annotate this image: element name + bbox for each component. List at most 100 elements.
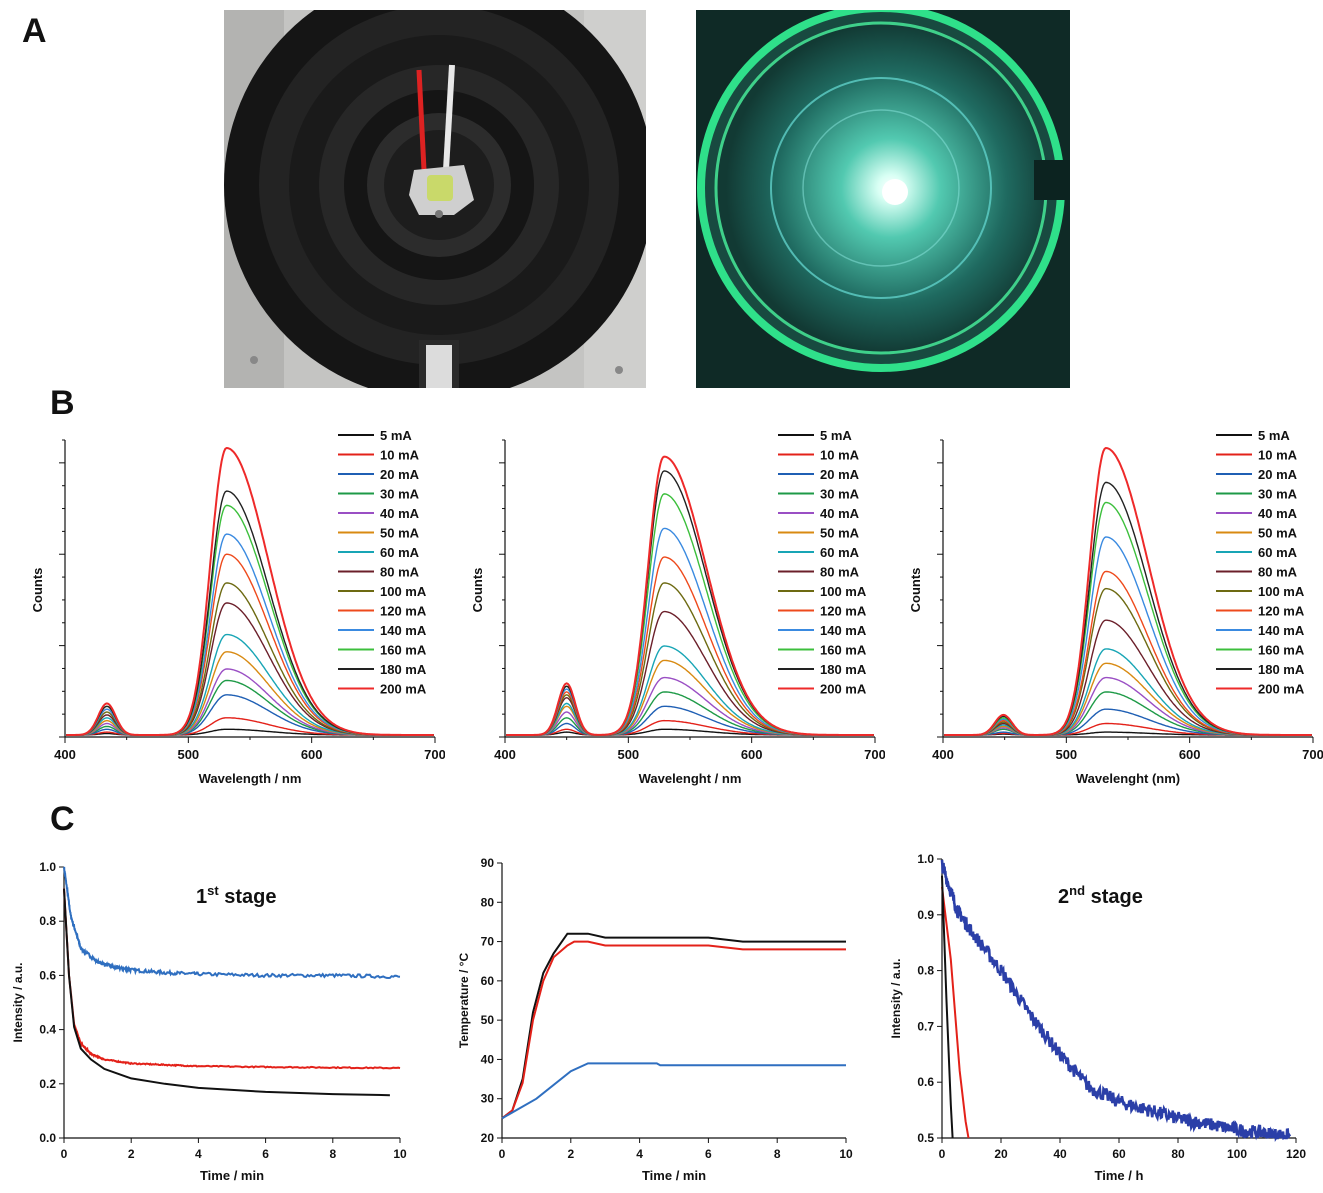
x-tick-label: 60 xyxy=(1112,1147,1126,1161)
x-tick-label: 6 xyxy=(262,1147,269,1161)
x-tick-label: 80 xyxy=(1171,1147,1185,1161)
series-line-1 xyxy=(501,932,846,1120)
x-tick-label: 500 xyxy=(617,747,639,762)
y-tick-label: 0.6 xyxy=(39,968,56,982)
x-tick-label: 10 xyxy=(393,1147,407,1161)
legend-label: 20 mA xyxy=(1258,467,1298,482)
led-in-reactor-photo xyxy=(224,10,646,388)
y-axis-label: Counts xyxy=(908,568,923,613)
y-axis-label: Temperature / °C xyxy=(457,953,471,1049)
x-tick-label: 40 xyxy=(1053,1147,1067,1161)
x-tick-label: 400 xyxy=(54,747,76,762)
legend-label: 80 mA xyxy=(820,565,860,580)
x-tick-label: 600 xyxy=(741,747,763,762)
x-tick-label: 700 xyxy=(424,747,445,762)
x-tick-label: 120 xyxy=(1286,1147,1306,1161)
legend-label: 20 mA xyxy=(820,467,860,482)
intensity-first-stage-chart: 0.0 0.2 0.4 0.6 0.8 1.0 0 2 4 6 8 10 Time / min Inten… xyxy=(11,860,407,1183)
legend-label: 30 mA xyxy=(380,487,420,502)
series-line-2 xyxy=(501,940,846,1120)
spectrum-line-200-mA xyxy=(66,446,434,736)
legend-label: 180 mA xyxy=(1258,662,1305,677)
annotation-number: 1 xyxy=(196,886,207,908)
y-tick-label: 90 xyxy=(481,856,495,870)
annotation-text: stage xyxy=(1085,886,1143,908)
y-tick-label: 0.5 xyxy=(917,1131,934,1145)
x-tick-label: 0 xyxy=(61,1147,68,1161)
legend-label: 80 mA xyxy=(380,565,420,580)
x-tick-label: 10 xyxy=(839,1147,853,1161)
y-tick-label: 1.0 xyxy=(917,852,934,866)
y-tick-label: 30 xyxy=(481,1092,495,1106)
x-axis-label: Wavelenght (nm) xyxy=(1076,771,1180,786)
x-tick-label: 0 xyxy=(499,1147,506,1161)
spectrum-line-200-mA xyxy=(944,446,1312,736)
legend-label: 5 mA xyxy=(820,428,852,443)
legend-label: 30 mA xyxy=(820,487,860,502)
legend-label: 30 mA xyxy=(1258,487,1298,502)
y-tick-label: 40 xyxy=(481,1052,495,1066)
y-tick-label: 70 xyxy=(481,935,495,949)
legend-label: 140 mA xyxy=(1258,623,1305,638)
spectrum-line-40-mA xyxy=(66,668,434,736)
legend-label: 160 mA xyxy=(820,643,867,658)
panel-label-a: A xyxy=(22,12,47,50)
spectrum-line-140-mA xyxy=(66,533,434,736)
x-axis-label: Wavelenght / nm xyxy=(639,771,742,786)
annotation-text: stage xyxy=(219,886,277,908)
series-line-2 xyxy=(63,888,401,1070)
y-tick-label: 60 xyxy=(481,974,495,988)
legend-label: 200 mA xyxy=(1258,682,1305,697)
legend-label: 20 mA xyxy=(380,467,420,482)
legend-label: 160 mA xyxy=(380,643,427,658)
spectrum-line-40-mA xyxy=(506,676,874,736)
y-tick-label: 50 xyxy=(481,1013,495,1027)
legend-label: 180 mA xyxy=(380,662,427,677)
y-tick-label: 80 xyxy=(481,895,495,909)
x-tick-label: 100 xyxy=(1227,1147,1247,1161)
series-line-3 xyxy=(941,875,954,1139)
x-tick-label: 6 xyxy=(705,1147,712,1161)
legend-label: 140 mA xyxy=(820,623,867,638)
legend-label: 50 mA xyxy=(1258,526,1298,541)
panel-label-c: C xyxy=(50,800,75,838)
legend-label: 120 mA xyxy=(820,604,867,619)
x-tick-label: 500 xyxy=(1055,747,1077,762)
legend-label: 10 mA xyxy=(1258,448,1298,463)
y-axis-label: Intensity / a.u. xyxy=(11,962,25,1042)
legend-label: 140 mA xyxy=(380,623,427,638)
legend-label: 60 mA xyxy=(1258,545,1298,560)
series-line-3 xyxy=(501,1062,846,1120)
legend-label: 50 mA xyxy=(380,526,420,541)
series-line-2 xyxy=(941,886,970,1139)
intensity-second-stage-chart: 0.5 0.6 0.7 0.8 0.9 1.0 0 20 40 60 80 100 120 Time / … xyxy=(889,852,1306,1183)
x-axis-label: Time / min xyxy=(200,1168,264,1183)
spectrum-line-50-mA xyxy=(66,651,434,736)
legend-label: 120 mA xyxy=(1258,604,1305,619)
x-axis-label: Wavelength / nm xyxy=(199,771,302,786)
x-tick-label: 700 xyxy=(1302,747,1323,762)
emission-spectra-chart-2: 400 500 600 700 Wavelenght / nm Counts 5 mA 10 … xyxy=(470,428,885,786)
panel-label-b: B xyxy=(50,384,75,422)
emission-spectra-chart-1: 400 500 600 700 Wavelength / nm Counts 5 mA 10 … xyxy=(30,428,445,786)
stage-annotation: 2nd stage xyxy=(1058,883,1143,908)
temperature-chart: 20 30 40 50 60 70 80 90 0 2 4 6 8 10 Time / min Tempera… xyxy=(457,856,853,1183)
annotation-superscript: st xyxy=(207,883,219,898)
spectrum-line-100-mA xyxy=(66,582,434,736)
legend-label: 50 mA xyxy=(820,526,860,541)
x-tick-label: 500 xyxy=(177,747,199,762)
y-tick-label: 0.0 xyxy=(39,1131,56,1145)
x-tick-label: 8 xyxy=(774,1147,781,1161)
spectrum-line-120-mA xyxy=(66,553,434,736)
legend-label: 60 mA xyxy=(380,545,420,560)
legend-label: 180 mA xyxy=(820,662,867,677)
x-axis-label: Time / min xyxy=(642,1168,706,1183)
y-tick-label: 0.6 xyxy=(917,1075,934,1089)
series-line-1 xyxy=(940,859,1292,1142)
annotation-superscript: nd xyxy=(1069,883,1085,898)
emission-spectra-chart-3: 400 500 600 700 Wavelenght (nm) Counts 5 mA 10 … xyxy=(908,428,1323,786)
legend-label: 40 mA xyxy=(380,506,420,521)
legend-label: 40 mA xyxy=(1258,506,1298,521)
annotation-number: 2 xyxy=(1058,886,1069,908)
legend-label: 80 mA xyxy=(1258,565,1298,580)
